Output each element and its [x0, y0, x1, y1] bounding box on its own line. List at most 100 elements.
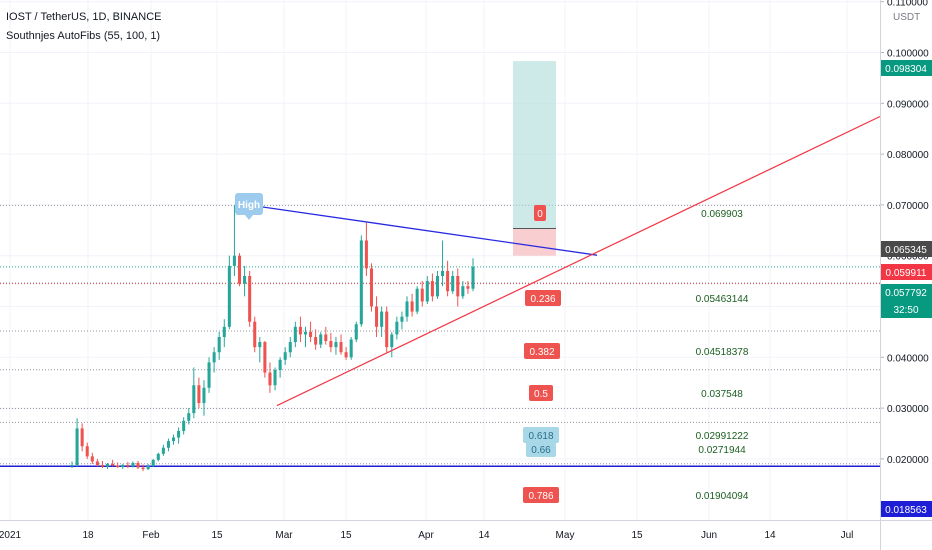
fib-ratio-label: 0.66 — [531, 445, 551, 456]
currency-label: USDT — [893, 12, 920, 23]
candle-body — [303, 331, 308, 335]
countdown-label: 32:50 — [893, 305, 918, 316]
candle-body — [232, 255, 236, 266]
fib-ratio-tag — [526, 441, 556, 457]
y-tick-label: 0.030000 — [887, 404, 929, 415]
candle-body — [90, 456, 94, 462]
candle-body — [146, 466, 150, 470]
fib-value-label: 0.0271944 — [698, 445, 746, 456]
candle-body — [95, 461, 99, 465]
support-trendline — [276, 115, 881, 407]
fib-value-label: 0.069903 — [701, 209, 743, 220]
candle-body — [451, 276, 455, 292]
fib-ratio-tag — [534, 205, 546, 221]
fib-value-label: 0.01904094 — [696, 491, 749, 502]
x-tick-label: Mar — [275, 530, 293, 541]
fib-ratio-label: 0.618 — [528, 431, 553, 442]
price-tag — [881, 264, 932, 280]
candle-body — [425, 281, 429, 302]
candle-body — [222, 326, 226, 337]
candle-body — [309, 331, 313, 337]
fib-ratio-label: 0.382 — [529, 347, 554, 358]
candle-body — [288, 342, 292, 353]
candle-body — [197, 385, 201, 404]
candle-body — [354, 324, 358, 340]
fib-ratio-label: 0.5 — [534, 389, 548, 400]
fib-ratio-tag — [529, 385, 553, 401]
price-axis-tags: 0.098304 0.065345 0.059911 0.057792 32:50 0.0… — [881, 60, 932, 517]
price-tag — [881, 241, 932, 257]
x-tick-label: May — [556, 530, 575, 541]
candle-body — [80, 428, 84, 447]
candle-body — [461, 286, 465, 297]
candle-body — [161, 447, 165, 454]
candle-body — [446, 270, 450, 292]
high-marker-pointer — [245, 215, 253, 220]
fib-ratio-tag — [523, 487, 559, 503]
candle-body — [177, 430, 181, 438]
indicator-legend[interactable]: Southnjes AutoFibs (55, 100, 1) — [6, 30, 161, 42]
candle-body — [456, 276, 460, 297]
candle-body — [278, 359, 282, 370]
x-tick-label: Jul — [841, 530, 854, 541]
candle-body — [400, 316, 404, 322]
candle-body — [237, 255, 242, 284]
candle-body — [334, 342, 338, 348]
candle-body — [324, 334, 328, 342]
y-tick-label: 0.110000 — [887, 0, 928, 9]
candle-body — [106, 463, 110, 467]
candle-body — [349, 339, 353, 358]
stop-zone — [513, 228, 556, 256]
fib-ratio-label: 0.786 — [528, 491, 553, 502]
candle-body — [111, 463, 115, 466]
candle-body — [415, 288, 419, 312]
candle-body — [283, 352, 287, 360]
price-tag — [881, 501, 932, 517]
x-tick-label: Jun — [701, 530, 717, 541]
x-tick-label: Apr — [418, 530, 434, 541]
candle-body — [375, 306, 379, 327]
long-position-tool[interactable] — [513, 61, 556, 256]
y-tick-label: 0.020000 — [887, 455, 929, 466]
price-tag-label: 0.018563 — [885, 505, 927, 516]
candle-body — [70, 464, 74, 467]
candle-body — [263, 342, 267, 373]
y-tick-label: 0.070000 — [887, 201, 929, 212]
candle-body — [100, 464, 104, 467]
candle-body — [471, 266, 475, 289]
y-tick-label: 0.080000 — [887, 150, 929, 161]
candle-body — [126, 464, 130, 467]
candle-body — [121, 464, 125, 468]
fib-value-label: 0.05463144 — [696, 294, 749, 305]
candle-body — [364, 240, 368, 269]
high-marker-label: High — [238, 200, 260, 211]
candle-body — [141, 467, 145, 470]
resistance-trendline — [247, 204, 598, 256]
x-tick-label: 18 — [82, 530, 94, 541]
x-tick-label: Feb — [142, 530, 160, 541]
x-tick-label: 15 — [631, 530, 643, 541]
x-tick-label: 15 — [340, 530, 352, 541]
candle-body — [166, 441, 170, 448]
symbol-legend[interactable]: IOST / TetherUS, 1D, BINANCE — [6, 11, 162, 23]
candle-body — [207, 362, 211, 388]
price-tag — [881, 60, 932, 76]
trendlines[interactable]: High — [235, 115, 881, 407]
x-tick-label: 2021 — [0, 530, 22, 541]
fib-ratio-tag — [523, 427, 559, 443]
candle-body — [430, 281, 434, 297]
candle-body — [253, 321, 257, 348]
price-tag-label: 0.059911 — [886, 268, 927, 279]
candle-body — [243, 276, 247, 284]
candle-body — [151, 459, 155, 467]
candle-body — [385, 311, 389, 348]
candle-body — [380, 311, 384, 327]
candle-body — [344, 352, 348, 358]
candle-body — [339, 342, 343, 353]
y-tick-label: 0.060000 — [887, 252, 929, 263]
candle-body — [85, 446, 89, 457]
candle-body — [466, 286, 470, 289]
candle-body — [156, 453, 160, 460]
